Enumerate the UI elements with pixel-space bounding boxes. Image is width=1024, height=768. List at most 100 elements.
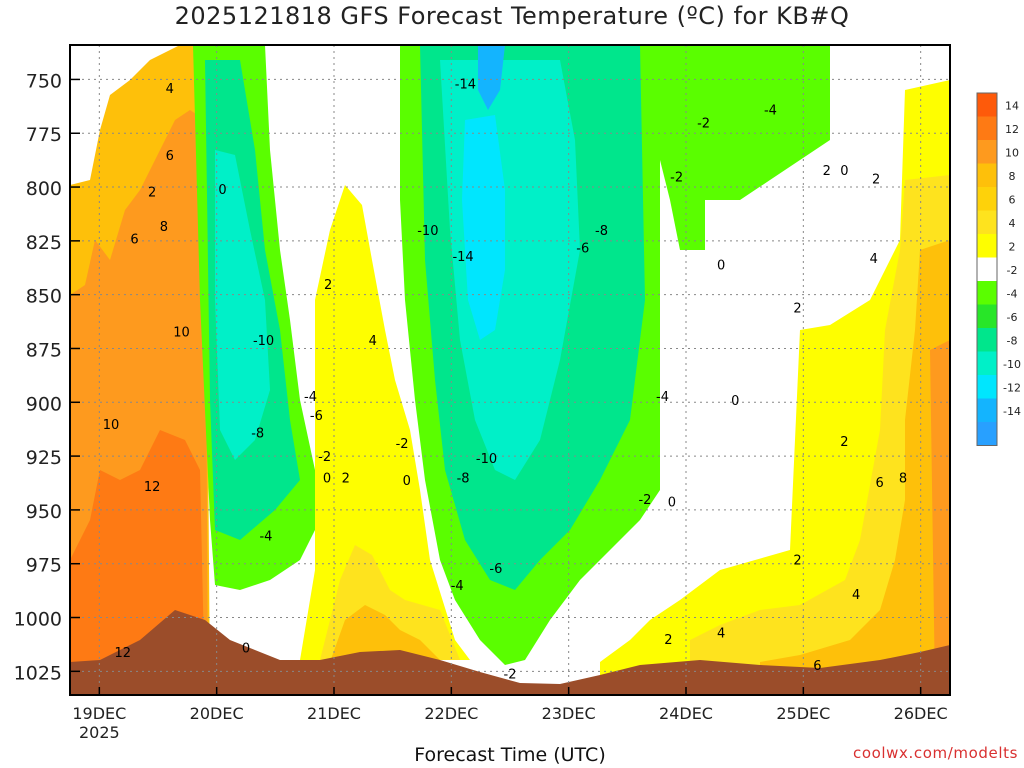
contour-label: 4: [369, 334, 377, 349]
contour-label: -4: [656, 390, 669, 405]
y-tick-label: 800: [26, 178, 62, 200]
colorbar-swatch: [977, 398, 997, 422]
colorbar-label: 14: [1005, 100, 1019, 113]
x-tick-label: 23DEC: [542, 704, 596, 723]
contour-label: -14: [455, 78, 476, 93]
contour-label: 4: [166, 82, 174, 97]
colorbar-label: 8: [1009, 170, 1016, 183]
contour-label: 12: [144, 480, 161, 495]
contour-label: 2: [664, 633, 672, 648]
contour-label: -4: [451, 579, 464, 594]
y-axis: 750 775 800 825 850 875 900 925 950 975 1000 1025: [14, 70, 80, 684]
warm-region-26dec-core: [930, 340, 950, 690]
x-axis-label: Forecast Time (UTC): [414, 744, 606, 766]
colorbar-frame: [976, 92, 998, 446]
x-tick-label: 20DEC: [190, 704, 244, 723]
colorbar-label: 6: [1009, 194, 1016, 207]
contour-label: 0: [717, 259, 725, 274]
contour-label: 10: [173, 325, 190, 340]
contour-label: 4: [870, 252, 878, 267]
contour-label: -6: [310, 409, 323, 424]
y-tick-label: 925: [26, 447, 62, 469]
colorbar-swatch: [977, 328, 997, 352]
colorbar-label: 2: [1009, 241, 1016, 254]
contour-label: -10: [417, 224, 438, 239]
cold-region-20dec-inner: [215, 150, 270, 460]
contour-label: 0: [323, 472, 331, 487]
colorbar-label: 12: [1005, 123, 1019, 136]
colorbar-label: -14: [1003, 405, 1021, 418]
x-tick-label: 22DEC: [424, 704, 478, 723]
contour-label: -4: [259, 530, 272, 545]
plot-frame: [69, 44, 951, 696]
y-tick-label: 900: [26, 393, 62, 415]
colorbar-swatch: [977, 281, 997, 305]
contour-label: 4: [852, 588, 860, 603]
contour-label: 0: [242, 642, 250, 657]
colorbar-label: -6: [1007, 311, 1018, 324]
colorbar-label: -12: [1003, 382, 1021, 395]
colorbar-label: 10: [1005, 147, 1019, 160]
cold-region-22dec-core: [462, 115, 505, 340]
colorbar-swatch: [977, 210, 997, 234]
contour-label: 0: [403, 474, 411, 489]
contour-label: -2: [318, 450, 331, 465]
colorbar-label: -10: [1003, 358, 1021, 371]
colorbar: 14 12 10 8 6 4 2 -2 -4 -6 -8 -10 -12 -14: [976, 92, 1021, 446]
y-tick-label: 950: [26, 501, 62, 523]
colorbar-swatch: [977, 234, 997, 258]
contour-label: -10: [476, 452, 497, 467]
chart-title: 2025121818 GFS Forecast Temperature (ºC)…: [174, 2, 850, 30]
contour-label: 0: [668, 495, 676, 510]
contour-label: 8: [160, 220, 168, 235]
contour-label: -2: [638, 493, 651, 508]
contour-label: 10: [103, 418, 120, 433]
contour-label: 0: [840, 164, 848, 179]
contour-label: -2: [670, 170, 683, 185]
contour-label: 6: [875, 476, 883, 491]
credit-link[interactable]: coolwx.com/modelts: [853, 744, 1018, 762]
gridlines: [70, 45, 950, 695]
warm-region-21dec-core: [330, 605, 440, 662]
contour-label: 2: [148, 185, 156, 200]
colorbar-swatch: [977, 304, 997, 328]
contour-label: -8: [595, 224, 608, 239]
warm-region-21dec: [300, 185, 470, 660]
contour-label: 6: [166, 149, 174, 164]
contour-label: -14: [452, 250, 473, 265]
contour-label: -10: [253, 334, 274, 349]
x-tick-label: 21DEC: [307, 704, 361, 723]
y-tick-label: 1000: [14, 609, 62, 631]
cold-region-22dec-coldest: [478, 45, 505, 110]
contour-label: 8: [899, 472, 907, 487]
x-tick-label: 24DEC: [659, 704, 713, 723]
contour-label: -4: [764, 104, 777, 119]
contour-label: 0: [731, 394, 739, 409]
cold-region-24dec: [660, 45, 830, 250]
y-tick-label: 775: [26, 124, 62, 146]
contour-label: 2: [840, 435, 848, 450]
colorbar-label: -8: [1007, 335, 1018, 348]
y-tick-label: 975: [26, 555, 62, 577]
contour-label: 2: [793, 553, 801, 568]
contour-label: -4: [304, 390, 317, 405]
y-tick-label: 1025: [14, 662, 62, 684]
contour-label: 4: [717, 627, 725, 642]
contour-label: -6: [489, 562, 502, 577]
contour-label: -6: [576, 241, 589, 256]
y-tick-label: 875: [26, 339, 62, 361]
contour-label: 0: [218, 183, 226, 198]
terrain: [70, 610, 950, 695]
colorbar-swatch: [977, 351, 997, 375]
y-tick-label: 750: [26, 70, 62, 92]
contour-label: 6: [130, 233, 138, 248]
contour-label: 2: [823, 164, 831, 179]
contour-label: 6: [813, 659, 821, 674]
contour-label: -8: [457, 472, 470, 487]
y-tick-label: 850: [26, 286, 62, 308]
colorbar-swatch: [977, 93, 997, 117]
y-tick-label: 825: [26, 232, 62, 254]
colorbar-swatch: [977, 116, 997, 140]
